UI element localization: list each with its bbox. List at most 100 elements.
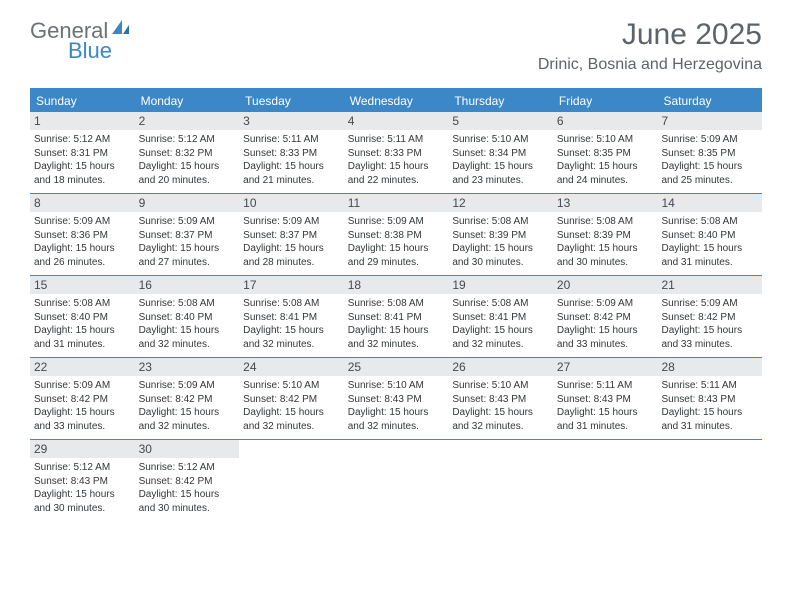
empty-cell <box>344 440 449 521</box>
day-info: Sunrise: 5:10 AMSunset: 8:43 PMDaylight:… <box>348 379 445 433</box>
day-d2: and 32 minutes. <box>139 420 236 434</box>
day-number: 10 <box>239 194 344 212</box>
day-d2: and 30 minutes. <box>34 502 131 516</box>
day-cell: 26Sunrise: 5:10 AMSunset: 8:43 PMDayligh… <box>448 358 553 439</box>
day-cell: 20Sunrise: 5:09 AMSunset: 8:42 PMDayligh… <box>553 276 658 357</box>
day-number: 11 <box>344 194 449 212</box>
day-d2: and 32 minutes. <box>139 338 236 352</box>
day-info: Sunrise: 5:08 AMSunset: 8:40 PMDaylight:… <box>139 297 236 351</box>
week-row: 15Sunrise: 5:08 AMSunset: 8:40 PMDayligh… <box>30 276 762 358</box>
day-number: 2 <box>135 112 240 130</box>
day-number: 7 <box>657 112 762 130</box>
day-sr: Sunrise: 5:09 AM <box>243 215 340 229</box>
day-sr: Sunrise: 5:08 AM <box>452 215 549 229</box>
day-d2: and 31 minutes. <box>661 420 758 434</box>
day-d1: Daylight: 15 hours <box>139 406 236 420</box>
day-info: Sunrise: 5:09 AMSunset: 8:42 PMDaylight:… <box>557 297 654 351</box>
day-d2: and 31 minutes. <box>661 256 758 270</box>
day-info: Sunrise: 5:11 AMSunset: 8:43 PMDaylight:… <box>557 379 654 433</box>
day-ss: Sunset: 8:33 PM <box>243 147 340 161</box>
day-sr: Sunrise: 5:08 AM <box>348 297 445 311</box>
day-d2: and 29 minutes. <box>348 256 445 270</box>
day-d2: and 30 minutes. <box>452 256 549 270</box>
day-number: 18 <box>344 276 449 294</box>
day-d2: and 32 minutes. <box>243 338 340 352</box>
day-d1: Daylight: 15 hours <box>452 160 549 174</box>
day-number: 22 <box>30 358 135 376</box>
day-d2: and 32 minutes. <box>452 338 549 352</box>
day-sr: Sunrise: 5:08 AM <box>557 215 654 229</box>
day-cell: 9Sunrise: 5:09 AMSunset: 8:37 PMDaylight… <box>135 194 240 275</box>
day-header-row: Sunday Monday Tuesday Wednesday Thursday… <box>30 90 762 112</box>
day-info: Sunrise: 5:12 AMSunset: 8:42 PMDaylight:… <box>139 461 236 515</box>
dayheader-monday: Monday <box>135 90 240 112</box>
day-sr: Sunrise: 5:08 AM <box>661 215 758 229</box>
day-d1: Daylight: 15 hours <box>557 406 654 420</box>
day-ss: Sunset: 8:42 PM <box>139 475 236 489</box>
day-d1: Daylight: 15 hours <box>34 160 131 174</box>
day-d2: and 26 minutes. <box>34 256 131 270</box>
day-ss: Sunset: 8:42 PM <box>661 311 758 325</box>
day-info: Sunrise: 5:10 AMSunset: 8:34 PMDaylight:… <box>452 133 549 187</box>
location-label: Drinic, Bosnia and Herzegovina <box>538 56 762 74</box>
day-sr: Sunrise: 5:11 AM <box>557 379 654 393</box>
day-d1: Daylight: 15 hours <box>661 160 758 174</box>
day-number: 13 <box>553 194 658 212</box>
day-info: Sunrise: 5:09 AMSunset: 8:35 PMDaylight:… <box>661 133 758 187</box>
day-d2: and 33 minutes. <box>557 338 654 352</box>
day-number: 1 <box>30 112 135 130</box>
day-info: Sunrise: 5:08 AMSunset: 8:41 PMDaylight:… <box>348 297 445 351</box>
day-cell: 12 Sunrise: 5:08 AMSunset: 8:39 PMDayligh… <box>448 194 553 275</box>
day-number: 15 <box>30 276 135 294</box>
day-cell: 29Sunrise: 5:12 AMSunset: 8:43 PMDayligh… <box>30 440 135 521</box>
day-sr: Sunrise: 5:11 AM <box>348 133 445 147</box>
dayheader-thursday: Thursday <box>448 90 553 112</box>
day-cell: 25Sunrise: 5:10 AMSunset: 8:43 PMDayligh… <box>344 358 449 439</box>
day-d1: Daylight: 15 hours <box>139 324 236 338</box>
day-info: Sunrise: 5:12 AMSunset: 8:31 PMDaylight:… <box>34 133 131 187</box>
day-d1: Daylight: 15 hours <box>139 242 236 256</box>
day-d1: Daylight: 15 hours <box>243 242 340 256</box>
day-cell: 13Sunrise: 5:08 AMSunset: 8:39 PMDayligh… <box>553 194 658 275</box>
page-header: GeneralBlue June 2025 Drinic, Bosnia and… <box>0 0 792 82</box>
day-number: 24 <box>239 358 344 376</box>
day-sr: Sunrise: 5:09 AM <box>661 297 758 311</box>
day-number: 21 <box>657 276 762 294</box>
day-number: 6 <box>553 112 658 130</box>
day-info: Sunrise: 5:09 AMSunset: 8:38 PMDaylight:… <box>348 215 445 269</box>
day-d1: Daylight: 15 hours <box>139 160 236 174</box>
day-cell: 18 Sunrise: 5:08 AMSunset: 8:41 PMDayligh… <box>344 276 449 357</box>
day-d2: and 32 minutes. <box>348 420 445 434</box>
day-info: Sunrise: 5:12 AMSunset: 8:32 PMDaylight:… <box>139 133 236 187</box>
day-d1: Daylight: 15 hours <box>661 242 758 256</box>
day-cell: 8Sunrise: 5:09 AMSunset: 8:36 PMDaylight… <box>30 194 135 275</box>
day-sr: Sunrise: 5:09 AM <box>348 215 445 229</box>
day-cell: 14Sunrise: 5:08 AMSunset: 8:40 PMDayligh… <box>657 194 762 275</box>
day-info: Sunrise: 5:09 AMSunset: 8:37 PMDaylight:… <box>139 215 236 269</box>
day-sr: Sunrise: 5:09 AM <box>139 215 236 229</box>
day-info: Sunrise: 5:08 AMSunset: 8:39 PMDaylight:… <box>452 215 549 269</box>
day-ss: Sunset: 8:43 PM <box>661 393 758 407</box>
dayheader-wednesday: Wednesday <box>344 90 449 112</box>
week-row: 1 Sunrise: 5:12 AMSunset: 8:31 PMDaylight… <box>30 112 762 194</box>
day-info: Sunrise: 5:09 AMSunset: 8:42 PMDaylight:… <box>34 379 131 433</box>
day-info: Sunrise: 5:10 AMSunset: 8:35 PMDaylight:… <box>557 133 654 187</box>
day-d2: and 23 minutes. <box>452 174 549 188</box>
day-ss: Sunset: 8:33 PM <box>348 147 445 161</box>
day-number: 3 <box>239 112 344 130</box>
day-cell: 17Sunrise: 5:08 AMSunset: 8:41 PMDayligh… <box>239 276 344 357</box>
weeks-container: 1 Sunrise: 5:12 AMSunset: 8:31 PMDaylight… <box>30 112 762 521</box>
day-info: Sunrise: 5:09 AMSunset: 8:42 PMDaylight:… <box>139 379 236 433</box>
logo: GeneralBlue <box>30 18 132 64</box>
day-info: Sunrise: 5:08 AMSunset: 8:41 PMDaylight:… <box>243 297 340 351</box>
day-cell: 28Sunrise: 5:11 AMSunset: 8:43 PMDayligh… <box>657 358 762 439</box>
day-cell: 15Sunrise: 5:08 AMSunset: 8:40 PMDayligh… <box>30 276 135 357</box>
day-d2: and 31 minutes. <box>557 420 654 434</box>
dayheader-saturday: Saturday <box>657 90 762 112</box>
day-d2: and 25 minutes. <box>661 174 758 188</box>
day-ss: Sunset: 8:43 PM <box>348 393 445 407</box>
empty-cell <box>239 440 344 521</box>
day-number: 12 <box>448 194 553 212</box>
day-ss: Sunset: 8:42 PM <box>243 393 340 407</box>
day-ss: Sunset: 8:38 PM <box>348 229 445 243</box>
